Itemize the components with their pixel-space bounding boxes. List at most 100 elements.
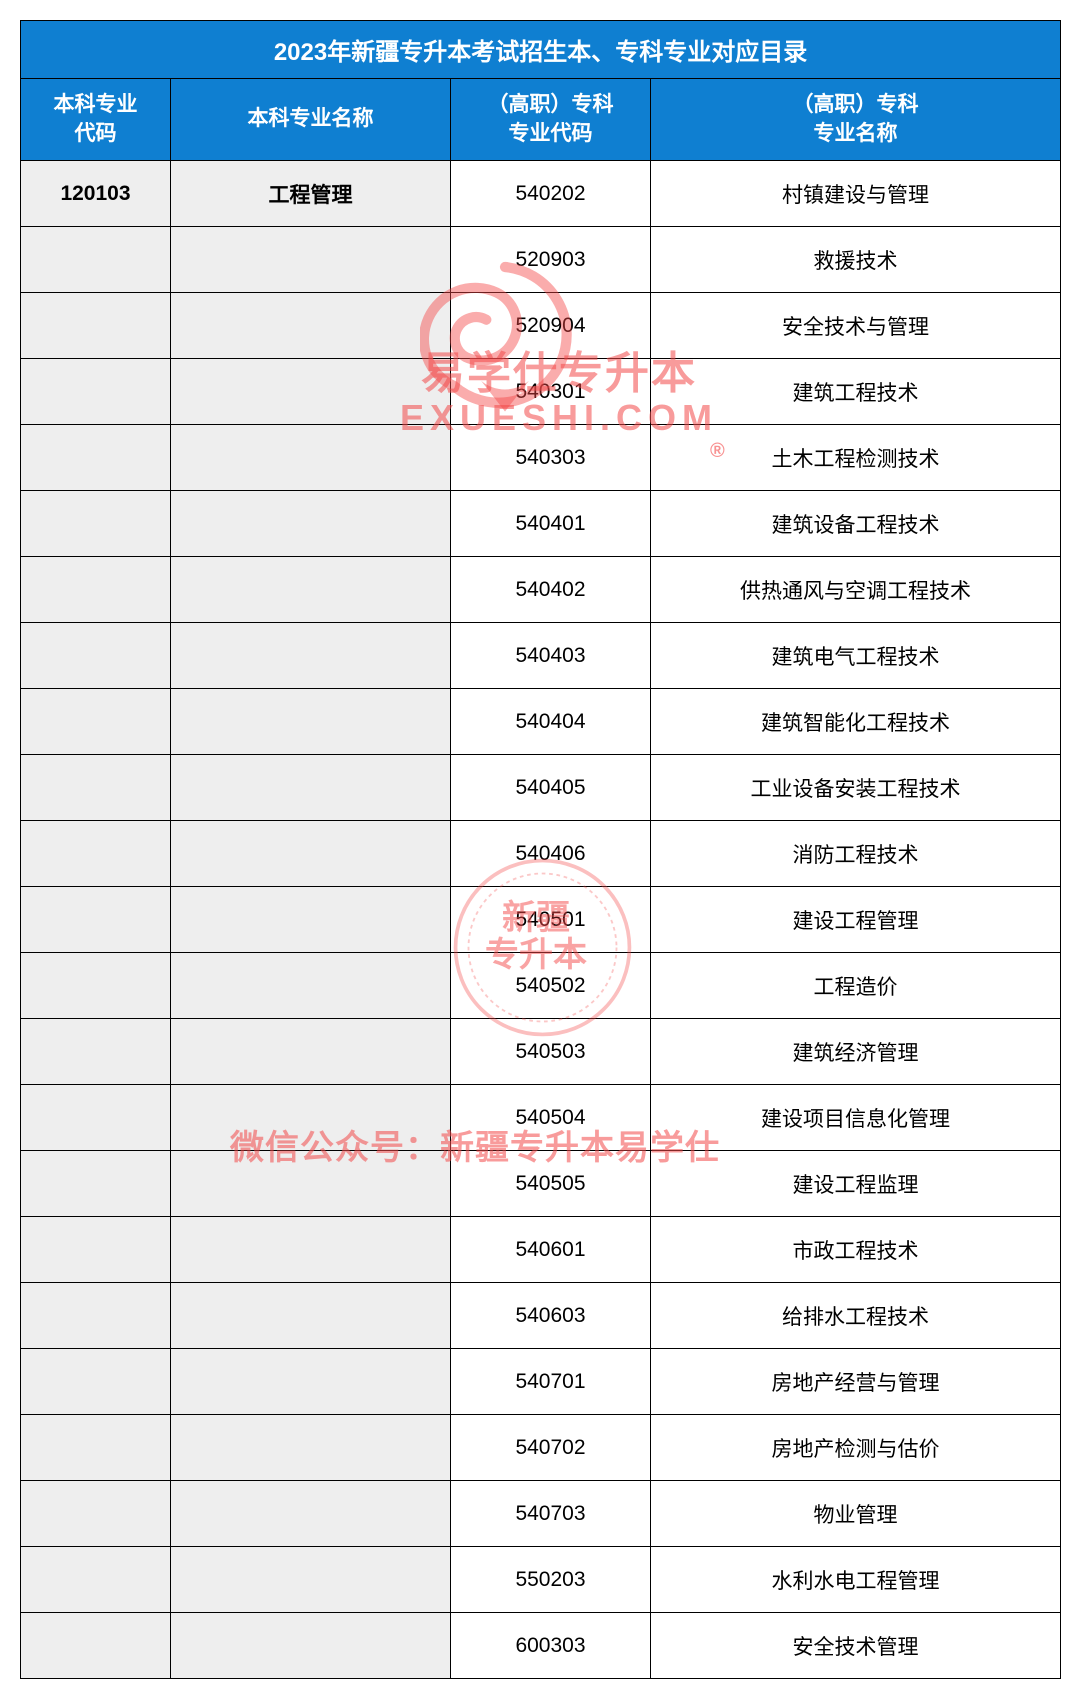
bachelor-code-cell [21,1283,171,1349]
vocational-name-cell: 建筑经济管理 [651,1019,1061,1085]
vocational-code-cell: 540601 [451,1217,651,1283]
bachelor-name-cell [171,1151,451,1217]
vocational-name-cell: 村镇建设与管理 [651,161,1061,227]
vocational-code-cell: 540703 [451,1481,651,1547]
vocational-code-cell: 540403 [451,623,651,689]
bachelor-code-cell [21,227,171,293]
bachelor-code-cell [21,821,171,887]
vocational-code-cell: 540501 [451,887,651,953]
vocational-name-cell: 物业管理 [651,1481,1061,1547]
vocational-name-cell: 工业设备安装工程技术 [651,755,1061,821]
bachelor-code-cell [21,425,171,491]
bachelor-name-cell [171,953,451,1019]
bachelor-code-cell: 120103 [21,161,171,227]
bachelor-name-cell [171,1349,451,1415]
table-row: 540702房地产检测与估价 [21,1415,1061,1481]
bachelor-code-cell [21,1217,171,1283]
vocational-code-cell: 540202 [451,161,651,227]
vocational-code-cell: 540301 [451,359,651,425]
table-row: 540601市政工程技术 [21,1217,1061,1283]
bachelor-name-cell [171,623,451,689]
bachelor-code-cell [21,953,171,1019]
col-header-c-text: （高职）专科 专业代码 [488,93,614,144]
bachelor-name-cell [171,1217,451,1283]
bachelor-code-cell [21,491,171,557]
vocational-name-cell: 安全技术与管理 [651,293,1061,359]
col-header-b: 本科专业名称 [171,79,451,161]
bachelor-code-cell [21,293,171,359]
bachelor-code-cell [21,689,171,755]
header-row: 本科专业 代码 本科专业名称 （高职）专科 专业代码 （高职）专科 专业名称 [21,79,1061,161]
bachelor-name-cell [171,1085,451,1151]
bachelor-code-cell [21,359,171,425]
bachelor-code-cell [21,1481,171,1547]
vocational-name-cell: 建筑电气工程技术 [651,623,1061,689]
bachelor-name-cell [171,425,451,491]
vocational-code-cell: 520903 [451,227,651,293]
bachelor-code-cell [21,557,171,623]
col-header-c: （高职）专科 专业代码 [451,79,651,161]
vocational-name-cell: 建设项目信息化管理 [651,1085,1061,1151]
vocational-code-cell: 540701 [451,1349,651,1415]
vocational-name-cell: 土木工程检测技术 [651,425,1061,491]
bachelor-name-cell [171,1613,451,1679]
bachelor-code-cell [21,1019,171,1085]
bachelor-name-cell [171,359,451,425]
vocational-name-cell: 供热通风与空调工程技术 [651,557,1061,623]
bachelor-code-cell [21,1085,171,1151]
vocational-name-cell: 工程造价 [651,953,1061,1019]
vocational-name-cell: 房地产经营与管理 [651,1349,1061,1415]
vocational-name-cell: 建设工程管理 [651,887,1061,953]
table-row: 540401建筑设备工程技术 [21,491,1061,557]
bachelor-name-cell [171,689,451,755]
vocational-code-cell: 540502 [451,953,651,1019]
vocational-name-cell: 消防工程技术 [651,821,1061,887]
bachelor-code-cell [21,1415,171,1481]
vocational-code-cell: 540503 [451,1019,651,1085]
table-row: 540504建设项目信息化管理 [21,1085,1061,1151]
table-row: 120103工程管理540202村镇建设与管理 [21,161,1061,227]
vocational-name-cell: 建设工程监理 [651,1151,1061,1217]
majors-table: 2023年新疆专升本考试招生本、专科专业对应目录 本科专业 代码 本科专业名称 … [20,20,1061,1679]
vocational-code-cell: 540702 [451,1415,651,1481]
vocational-code-cell: 600303 [451,1613,651,1679]
bachelor-name-cell [171,887,451,953]
table-row: 540405工业设备安装工程技术 [21,755,1061,821]
bachelor-code-cell [21,623,171,689]
vocational-code-cell: 540603 [451,1283,651,1349]
table-row: 550203水利水电工程管理 [21,1547,1061,1613]
bachelor-code-cell [21,1547,171,1613]
bachelor-name-cell: 工程管理 [171,161,451,227]
bachelor-code-cell [21,1151,171,1217]
vocational-code-cell: 540404 [451,689,651,755]
bachelor-code-cell [21,755,171,821]
vocational-name-cell: 房地产检测与估价 [651,1415,1061,1481]
col-header-a: 本科专业 代码 [21,79,171,161]
vocational-name-cell: 市政工程技术 [651,1217,1061,1283]
table-row: 540603给排水工程技术 [21,1283,1061,1349]
table-title: 2023年新疆专升本考试招生本、专科专业对应目录 [21,21,1061,79]
col-header-d-text: （高职）专科 专业名称 [793,93,919,144]
col-header-a-text: 本科专业 代码 [54,93,138,144]
bachelor-name-cell [171,1415,451,1481]
bachelor-name-cell [171,293,451,359]
table-row: 540703物业管理 [21,1481,1061,1547]
table-row: 540303土木工程检测技术 [21,425,1061,491]
vocational-name-cell: 给排水工程技术 [651,1283,1061,1349]
bachelor-name-cell [171,821,451,887]
bachelor-name-cell [171,1481,451,1547]
title-row: 2023年新疆专升本考试招生本、专科专业对应目录 [21,21,1061,79]
vocational-code-cell: 540405 [451,755,651,821]
vocational-name-cell: 建筑工程技术 [651,359,1061,425]
bachelor-name-cell [171,1547,451,1613]
table-row: 540301建筑工程技术 [21,359,1061,425]
bachelor-code-cell [21,887,171,953]
vocational-code-cell: 540406 [451,821,651,887]
vocational-code-cell: 520904 [451,293,651,359]
table-row: 540505建设工程监理 [21,1151,1061,1217]
table-row: 540404建筑智能化工程技术 [21,689,1061,755]
bachelor-name-cell [171,557,451,623]
table-row: 540406消防工程技术 [21,821,1061,887]
table-row: 540701房地产经营与管理 [21,1349,1061,1415]
vocational-name-cell: 安全技术管理 [651,1613,1061,1679]
